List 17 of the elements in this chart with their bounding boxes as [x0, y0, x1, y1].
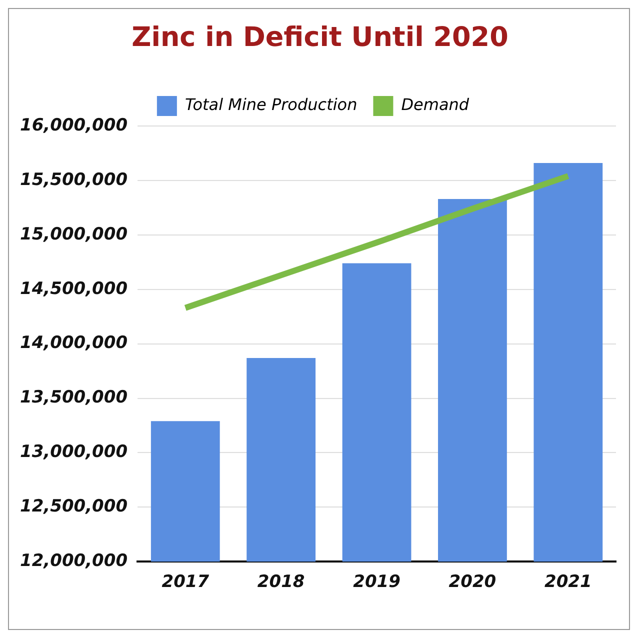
- x-tick-label: 2020: [448, 572, 496, 592]
- y-tick-label: 15,000,000: [20, 224, 128, 244]
- y-tick-label: 14,500,000: [20, 278, 128, 299]
- x-tick-label: 2019: [353, 572, 401, 592]
- x-tick-label: 2017: [162, 572, 210, 592]
- y-tick-label: 15,500,000: [20, 170, 128, 190]
- y-tick-label: 12,000,000: [20, 551, 128, 572]
- legend-label: Total Mine Production: [184, 95, 358, 114]
- x-tick-label: 2021: [544, 572, 592, 592]
- y-tick-label: 13,500,000: [20, 388, 128, 408]
- y-tick-label: 16,000,000: [20, 115, 128, 136]
- y-tick-label: 12,500,000: [20, 496, 128, 517]
- chart-title: Zinc in Deficit Until 2020: [130, 22, 510, 53]
- y-tick-label: 13,000,000: [20, 442, 128, 462]
- y-tick-label: 14,000,000: [20, 333, 128, 354]
- x-tick-label: 2018: [257, 572, 305, 592]
- legend-label: Demand: [401, 95, 470, 114]
